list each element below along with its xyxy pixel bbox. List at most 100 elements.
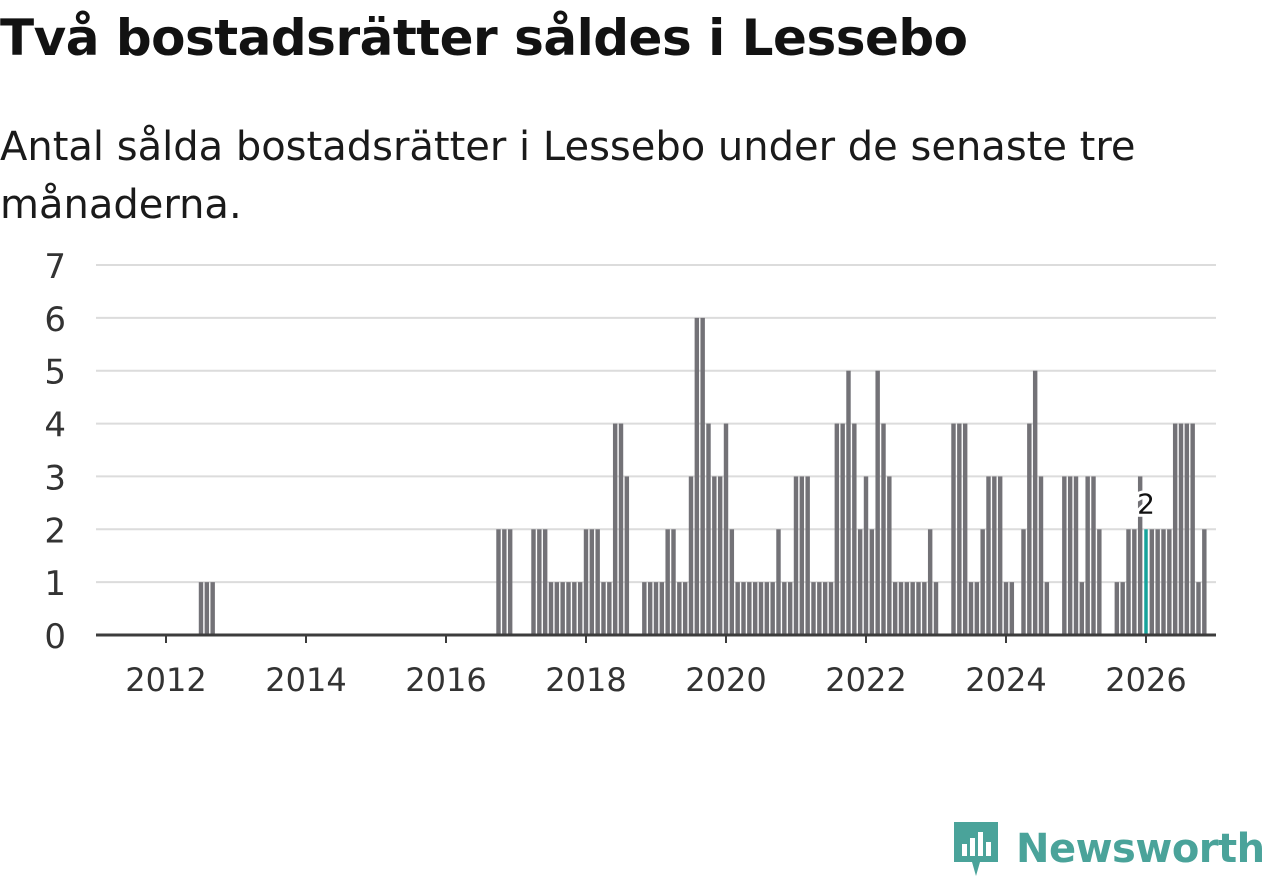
bar — [770, 582, 775, 635]
bar — [496, 529, 501, 635]
bar-chart: 0 1 2 3 4 5 6 7 2012 2014 2016 2018 2020 2022 2024 2026… — [44, 247, 1216, 699]
x-tick-label: 2018 — [545, 661, 626, 699]
highlight-data-label: 2 — [1137, 487, 1155, 520]
bar — [1190, 423, 1195, 635]
y-tick-label: 7 — [44, 247, 66, 287]
bar — [735, 582, 740, 635]
bar — [624, 476, 630, 635]
bar — [933, 582, 939, 635]
bar — [618, 423, 624, 635]
y-tick-label: 2 — [44, 511, 66, 551]
bar — [1079, 582, 1085, 635]
bar — [1067, 476, 1073, 635]
bar — [1038, 476, 1044, 635]
x-tick-label: 2014 — [265, 661, 346, 699]
bar — [653, 582, 659, 635]
bar — [700, 317, 705, 635]
bar — [776, 529, 781, 635]
newsworthy-logo: Newsworthy — [950, 818, 1262, 880]
bar — [572, 582, 577, 635]
bar — [1114, 582, 1120, 635]
bar — [554, 582, 560, 635]
bar — [793, 476, 799, 635]
bar — [811, 582, 816, 635]
bar — [747, 582, 752, 635]
bar — [583, 529, 589, 635]
bar — [1132, 529, 1137, 635]
bar — [787, 582, 793, 635]
bar-highlight — [1144, 529, 1148, 635]
bar — [682, 582, 688, 635]
bar — [927, 529, 933, 635]
bar — [799, 476, 805, 635]
bar — [1120, 582, 1125, 635]
y-tick-label: 4 — [44, 406, 66, 446]
bar — [863, 476, 869, 635]
bar — [1167, 529, 1172, 635]
bar — [758, 582, 764, 635]
bar — [805, 476, 810, 635]
x-tick-label: 2012 — [125, 661, 206, 699]
bar — [1097, 529, 1102, 635]
bar — [729, 529, 735, 635]
bar — [1073, 476, 1079, 635]
brand-name: Newsworthy — [1016, 826, 1262, 872]
bar — [1027, 423, 1032, 635]
bar — [840, 423, 845, 635]
bar — [951, 423, 956, 635]
bar — [204, 582, 210, 635]
bar — [916, 582, 921, 635]
x-tick-label: 2024 — [965, 661, 1046, 699]
bar — [717, 476, 723, 635]
bar — [665, 529, 670, 635]
chart-title: Två bostadsrätter såldes i Lessebo — [0, 9, 968, 67]
bar — [1178, 423, 1184, 635]
y-tick-label: 0 — [44, 617, 66, 657]
bar — [589, 529, 595, 635]
bar — [607, 582, 612, 635]
bar — [957, 423, 962, 635]
bar — [688, 476, 694, 635]
y-tick-label: 6 — [44, 300, 66, 340]
bar — [671, 529, 676, 635]
bar — [1172, 423, 1178, 635]
bar — [741, 582, 746, 635]
bar — [1085, 476, 1090, 635]
x-tick-label: 2026 — [1105, 661, 1186, 699]
bar — [502, 529, 507, 635]
bar — [712, 476, 717, 635]
bar — [659, 582, 665, 635]
bar — [1044, 582, 1050, 635]
bar — [782, 582, 787, 635]
x-tick-label: 2022 — [825, 661, 906, 699]
bar — [986, 476, 991, 635]
bar — [647, 582, 653, 635]
x-tick-label: 2016 — [405, 661, 486, 699]
bar — [764, 582, 770, 635]
bar — [694, 317, 700, 635]
bar — [1161, 529, 1166, 635]
bar — [1032, 370, 1038, 635]
bar — [210, 582, 215, 635]
bar — [875, 370, 880, 635]
bar — [992, 476, 997, 635]
bar — [642, 582, 647, 635]
bar — [828, 582, 834, 635]
bar — [974, 582, 980, 635]
bar — [723, 423, 729, 635]
bar — [1021, 529, 1026, 635]
bar — [706, 423, 711, 635]
bar — [857, 529, 863, 635]
bar — [1126, 529, 1131, 635]
chart-subtitle: Antal sålda bostadsrätter i Lessebo unde… — [0, 124, 1136, 228]
bar — [752, 582, 758, 635]
bar — [1155, 529, 1160, 635]
bar — [198, 582, 204, 635]
bar — [1137, 476, 1143, 635]
bar — [1091, 476, 1096, 635]
bar — [968, 582, 974, 635]
bar — [846, 370, 851, 635]
bar — [910, 582, 915, 635]
bar — [997, 476, 1003, 635]
bar — [1003, 582, 1009, 635]
